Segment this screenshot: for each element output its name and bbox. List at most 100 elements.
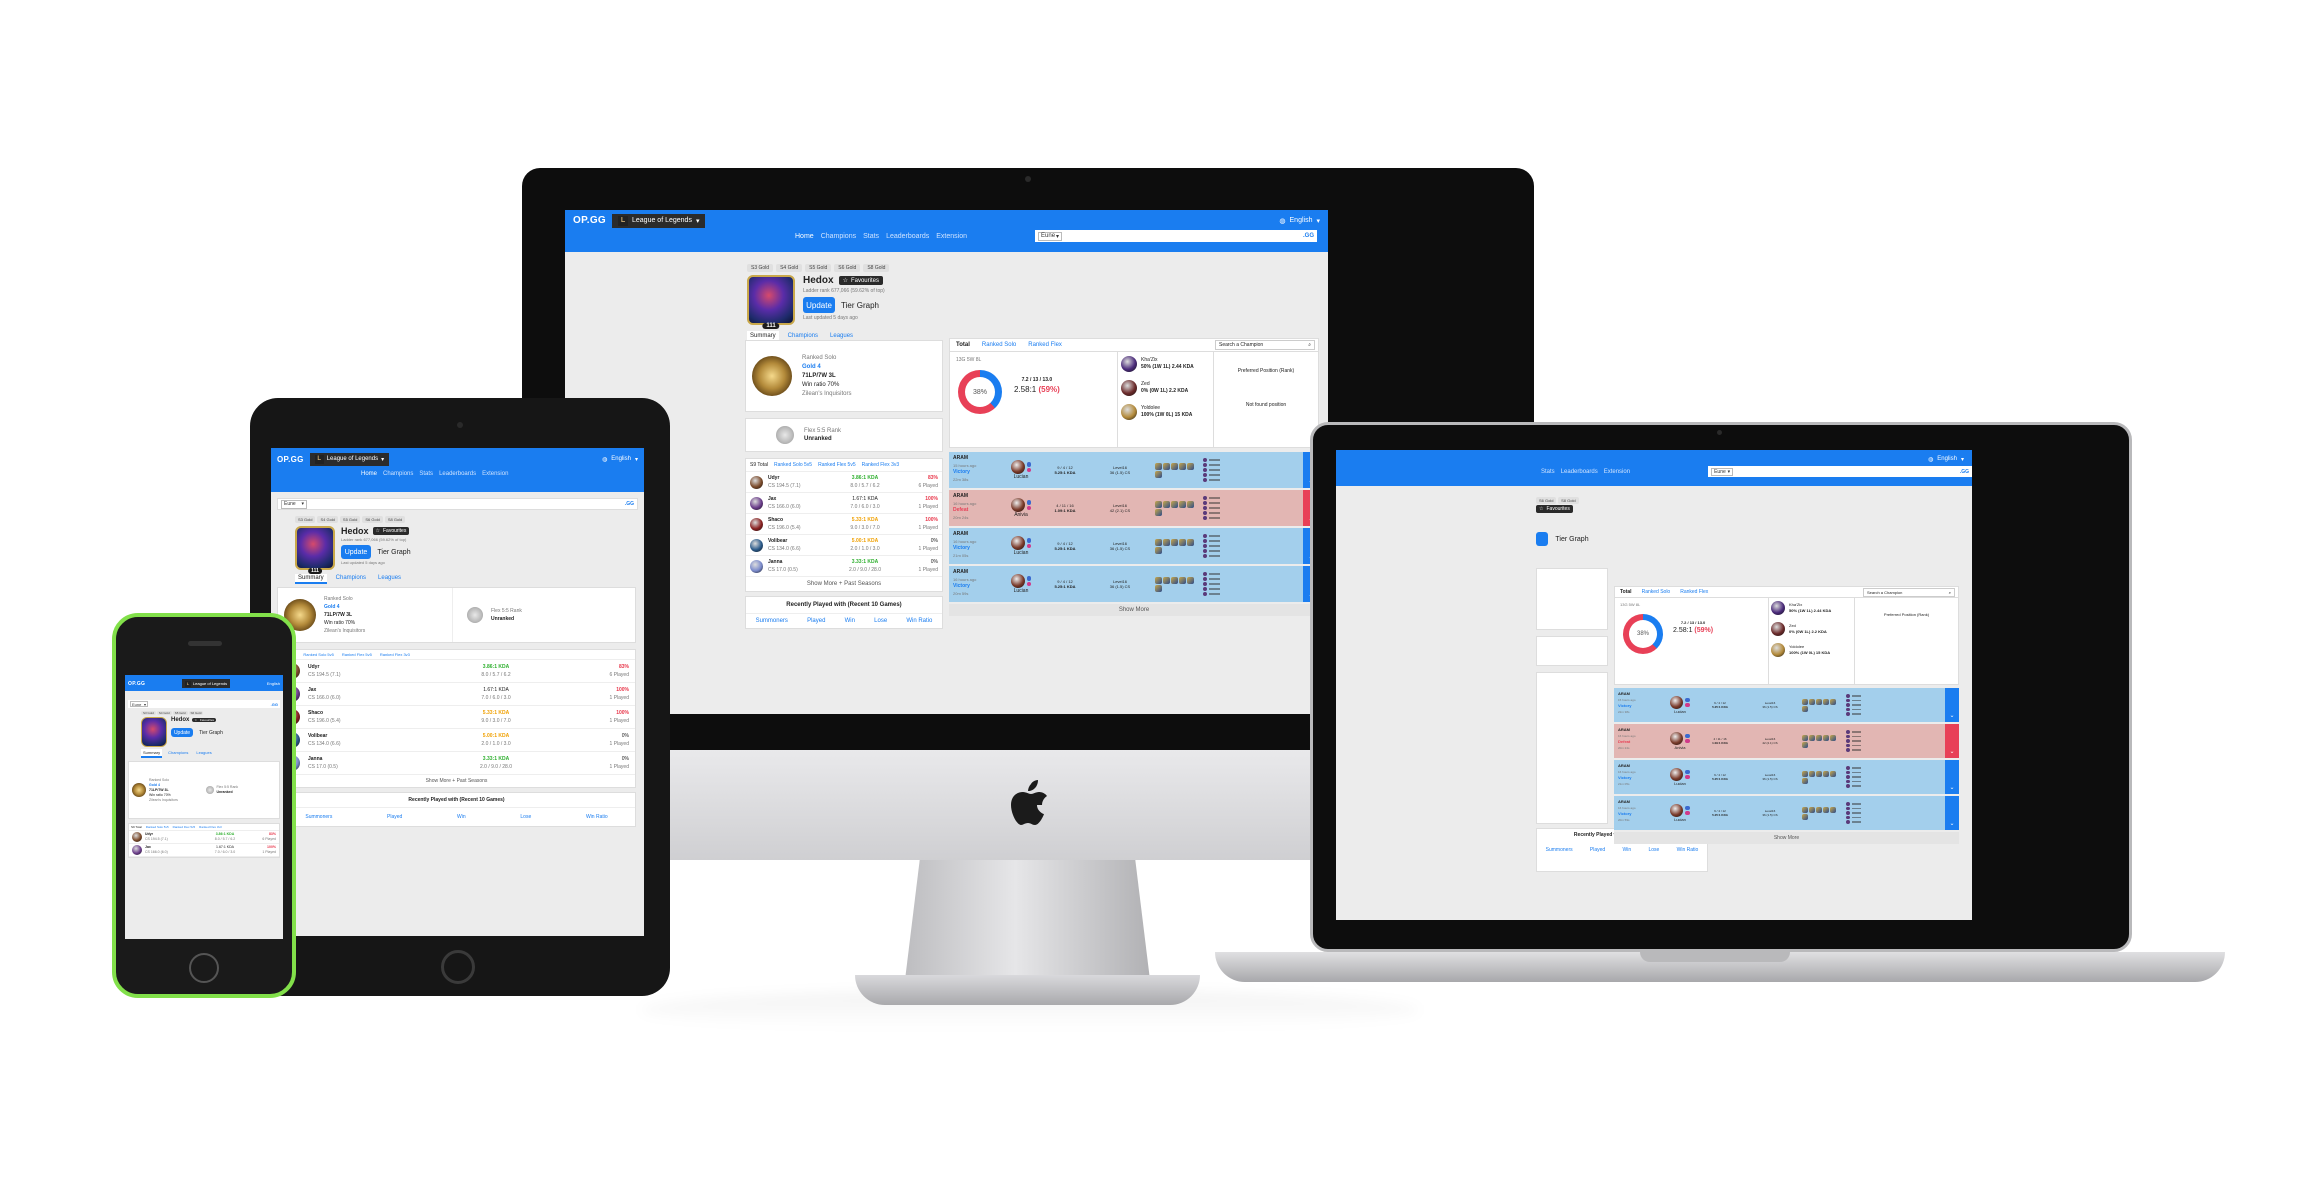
champ-tab-total[interactable]: S9 Total <box>750 462 768 468</box>
champion-row[interactable]: Jax CS 166.0 (6.0) 1.67:1 KDA 7.0 / 6.0 … <box>746 493 942 514</box>
col-played[interactable]: Played <box>807 618 826 624</box>
champion-row[interactable]: Udyr CS 194.5 (7.1) 3.86:1 KDA 8.0 / 5.7… <box>746 472 942 493</box>
iphone-home-button[interactable] <box>189 953 219 983</box>
tab-leagues[interactable]: Leagues <box>830 333 854 339</box>
champ-tab-flex-3v3[interactable]: Ranked Flex 3v3 <box>861 462 900 468</box>
opgg-logo[interactable]: OP.GG <box>573 215 606 226</box>
most-played-champion[interactable]: Kha'Zix 50% (1W 1L) 2.44 KDA <box>1771 601 1852 615</box>
game-select[interactable]: League of Legends <box>192 681 228 686</box>
favourites-button[interactable]: ☆ Favourites <box>1536 505 1573 513</box>
nav-champions[interactable]: Champions <box>383 471 414 477</box>
champion-search[interactable]: Search a Champion ⌕ <box>1863 587 1955 597</box>
champion-row[interactable]: Shaco CS 196.0 (5.4) 5.33:1 KDA 9.0 / 3.… <box>746 514 942 535</box>
favourites-button[interactable]: ☆ Favourites <box>192 718 217 722</box>
favourites-button[interactable]: ☆ Favourites <box>372 527 410 535</box>
summoner-search[interactable]: Eune ▾ .GG <box>1708 466 1972 477</box>
update-button[interactable]: Update <box>341 545 371 559</box>
region-select[interactable]: Eune ▾ <box>1038 231 1063 241</box>
opgg-logo[interactable]: OP.GG <box>277 454 304 464</box>
summoner-search[interactable]: Eune ▾ .GG <box>277 498 638 510</box>
show-more-button[interactable]: Show More <box>949 604 1319 616</box>
champion-row[interactable]: Udyr CS 194.5 (7.1) 3.86:1 KDA 8.0 / 5.7… <box>129 831 279 844</box>
region-select[interactable]: Eune ▾ <box>130 701 148 707</box>
region-select[interactable]: Eune ▾ <box>281 499 307 509</box>
col-lose[interactable]: Lose <box>1648 847 1660 853</box>
most-played-champion[interactable]: Zed 0% (0W 1L) 2.2 KDA <box>1771 622 1852 636</box>
most-played-champion[interactable]: Yoldolee 100% (1W 0L) 15 KDA <box>1771 643 1852 657</box>
nav-champions[interactable]: Champions <box>820 232 857 240</box>
col-win-ratio[interactable]: Win Ratio <box>1676 847 1699 853</box>
nav-stats[interactable]: Stats <box>863 232 880 240</box>
col-win-ratio[interactable]: Win Ratio <box>585 814 608 820</box>
col-summoners[interactable]: Summoners <box>755 618 788 624</box>
champ-tab-flex[interactable]: Ranked Flex 5v5 <box>818 462 856 468</box>
match-row[interactable]: ARAM 15 hours ago Victory 22m 38s Lucian… <box>949 452 1319 490</box>
champ-tab-flex[interactable]: Ranked Flex 5v5 <box>172 825 196 829</box>
nav-stats[interactable]: Stats <box>419 471 434 477</box>
stats-tab-total[interactable]: Total <box>1620 589 1632 595</box>
region-select[interactable]: Eune ▾ <box>1711 467 1734 476</box>
match-row[interactable]: ARAM 16 hours ago Victory 21m 05s Lucian… <box>949 528 1319 566</box>
match-row[interactable]: ARAM 15 hours ago Victory 22m 38s Lucian… <box>1614 688 1959 724</box>
update-button[interactable] <box>1536 532 1548 546</box>
col-lose[interactable]: Lose <box>874 618 888 624</box>
champion-row[interactable]: Udyr CS 194.5 (7.1) 3.86:1 KDA 8.0 / 5.7… <box>278 660 635 683</box>
most-played-champion[interactable]: Zed 0% (0W 1L) 2.2 KDA <box>1121 380 1210 396</box>
ipad-home-button[interactable] <box>441 950 475 984</box>
update-button[interactable]: Update <box>803 297 835 313</box>
champion-search[interactable]: Search a Champion ⌕ <box>1215 340 1315 350</box>
nav-leaderboards[interactable]: Leaderboards <box>439 471 477 477</box>
col-summoners[interactable]: Summoners <box>305 814 333 820</box>
nav-extension[interactable]: Extension <box>1603 468 1631 475</box>
champ-tab-solo[interactable]: Ranked Solo 5v5 <box>303 652 334 657</box>
language-select[interactable]: ◍ English ▾ <box>602 456 638 463</box>
tab-champions[interactable]: Champions <box>787 333 819 339</box>
tier-graph-button[interactable]: Tier Graph <box>1555 535 1589 543</box>
tab-leagues[interactable]: Leagues <box>196 750 212 755</box>
match-expand-button[interactable]: ⌄ <box>1945 760 1959 794</box>
most-played-champion[interactable]: Yoldolee 100% (1W 0L) 15 KDA <box>1121 404 1210 420</box>
match-expand-button[interactable]: ⌄ <box>1945 688 1959 722</box>
stats-tab-solo[interactable]: Ranked Solo <box>1641 589 1671 595</box>
col-win[interactable]: Win <box>1622 847 1632 853</box>
game-select[interactable]: League of Legends <box>326 456 379 462</box>
most-played-champion[interactable]: Kha'Zix 50% (1W 1L) 2.44 KDA <box>1121 356 1210 372</box>
match-expand-button[interactable]: ⌄ <box>1945 724 1959 758</box>
language-select[interactable]: ◍ English ▾ <box>1928 456 1964 463</box>
match-row[interactable]: ARAM 16 hours ago Defeat 20m 24s Anivia … <box>949 490 1319 528</box>
language-select[interactable]: ◍ English ▾ <box>1279 217 1320 225</box>
champion-row[interactable]: Jax CS 166.0 (6.0) 1.67:1 KDA 7.0 / 6.0 … <box>129 844 279 857</box>
match-row[interactable]: ARAM 16 hours ago Defeat 20m 24s Anivia … <box>1614 724 1959 760</box>
col-win[interactable]: Win <box>844 618 855 624</box>
favourites-button[interactable]: ☆ Favourites <box>838 276 883 285</box>
language-select[interactable]: English <box>266 681 280 686</box>
col-lose[interactable]: Lose <box>520 814 532 820</box>
nav-leaderboards[interactable]: Leaderboards <box>886 232 930 240</box>
champion-row[interactable]: Jax CS 166.0 (6.0) 1.67:1 KDA 7.0 / 6.0 … <box>278 683 635 706</box>
col-played[interactable]: Played <box>387 814 403 820</box>
nav-home[interactable]: Home <box>361 471 378 477</box>
champion-row[interactable]: Volibear CS 134.0 (6.6) 5.00:1 KDA 2.0 /… <box>278 729 635 752</box>
stats-tab-total[interactable]: Total <box>956 342 970 348</box>
search-submit[interactable]: .GG <box>1303 233 1315 239</box>
show-more-seasons-button[interactable]: Show More + Past Seasons <box>806 581 882 587</box>
show-more-button[interactable]: Show More <box>1614 832 1959 844</box>
col-summoners[interactable]: Summoners <box>1545 847 1573 853</box>
search-submit[interactable]: .GG <box>270 701 278 707</box>
champ-tab-flex[interactable]: Ranked Flex 5v5 <box>341 652 372 657</box>
champion-row[interactable]: Janna CS 17.0 (0.5) 3.33:1 KDA 2.0 / 9.0… <box>278 752 635 775</box>
champ-tab-flex-3v3[interactable]: Ranked Flex 3v3 <box>379 652 410 657</box>
tier-graph-button[interactable]: Tier Graph <box>199 729 223 736</box>
stats-tab-solo[interactable]: Ranked Solo <box>981 342 1017 348</box>
summoner-search[interactable]: Eune ▾ .GG <box>128 700 280 708</box>
nav-extension[interactable]: Extension <box>482 471 509 477</box>
tier-graph-button[interactable]: Tier Graph <box>841 300 879 310</box>
update-button[interactable]: Update <box>171 728 193 737</box>
champ-tab-flex-3v3[interactable]: Ranked Flex 3v3 <box>199 825 222 829</box>
search-submit[interactable]: .GG <box>624 501 634 507</box>
nav-leaderboards[interactable]: Leaderboards <box>1560 468 1598 475</box>
match-expand-button[interactable]: ⌄ <box>1945 796 1959 830</box>
col-win-ratio[interactable]: Win Ratio <box>906 618 933 624</box>
col-played[interactable]: Played <box>1589 847 1606 853</box>
tab-champions[interactable]: Champions <box>335 575 367 581</box>
